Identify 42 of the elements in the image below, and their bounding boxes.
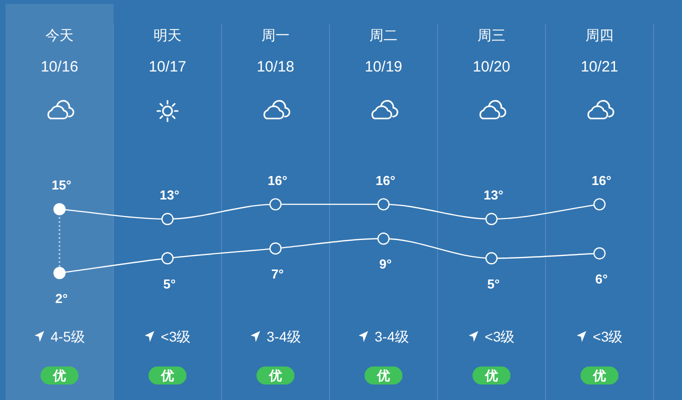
data-label: 7° bbox=[271, 266, 284, 282]
badge: 优 bbox=[472, 366, 510, 384]
point bbox=[593, 198, 606, 210]
text: 3-4级 bbox=[266, 328, 301, 344]
point bbox=[53, 203, 66, 216]
x-tick-label: 周三 10/20 bbox=[472, 27, 510, 76]
data-label: 9° bbox=[379, 256, 392, 272]
data-label: 15° bbox=[52, 178, 72, 193]
point bbox=[269, 198, 282, 210]
x-tick-label: 周四 10/21 bbox=[580, 27, 618, 76]
badge: 优 bbox=[40, 366, 78, 384]
data-label: 13° bbox=[160, 188, 180, 203]
text: <3级 bbox=[160, 328, 191, 344]
x-tick-label: 周一 10/18 bbox=[256, 27, 294, 76]
badge: 优 bbox=[148, 366, 186, 384]
data-label: 6° bbox=[595, 271, 608, 286]
point bbox=[53, 266, 66, 280]
data-label: 16° bbox=[268, 172, 288, 188]
point bbox=[377, 232, 390, 245]
x-tick-label: 周二 10/19 bbox=[364, 27, 402, 76]
badge: 优 bbox=[580, 366, 618, 384]
x-tick-label: 明天 10/17 bbox=[148, 27, 186, 76]
point bbox=[485, 252, 498, 264]
text: 3-4级 bbox=[374, 328, 409, 344]
point bbox=[485, 212, 498, 226]
text: <3级 bbox=[484, 328, 515, 344]
data-label: 16° bbox=[376, 172, 396, 188]
point bbox=[161, 252, 174, 264]
data-label: 5° bbox=[163, 276, 176, 292]
text: 4-5级 bbox=[50, 328, 85, 344]
point bbox=[593, 247, 606, 260]
point bbox=[269, 242, 282, 255]
data-label: 2° bbox=[55, 291, 68, 306]
x-tick-label: 今天 10/16 bbox=[40, 27, 78, 76]
data-label: 5° bbox=[487, 276, 500, 292]
badge: 优 bbox=[364, 366, 402, 384]
data-label: 16° bbox=[592, 172, 612, 188]
point bbox=[161, 212, 174, 226]
badge: 优 bbox=[256, 366, 294, 384]
point bbox=[377, 198, 390, 210]
data-label: 13° bbox=[484, 188, 504, 203]
text: <3级 bbox=[592, 328, 623, 344]
